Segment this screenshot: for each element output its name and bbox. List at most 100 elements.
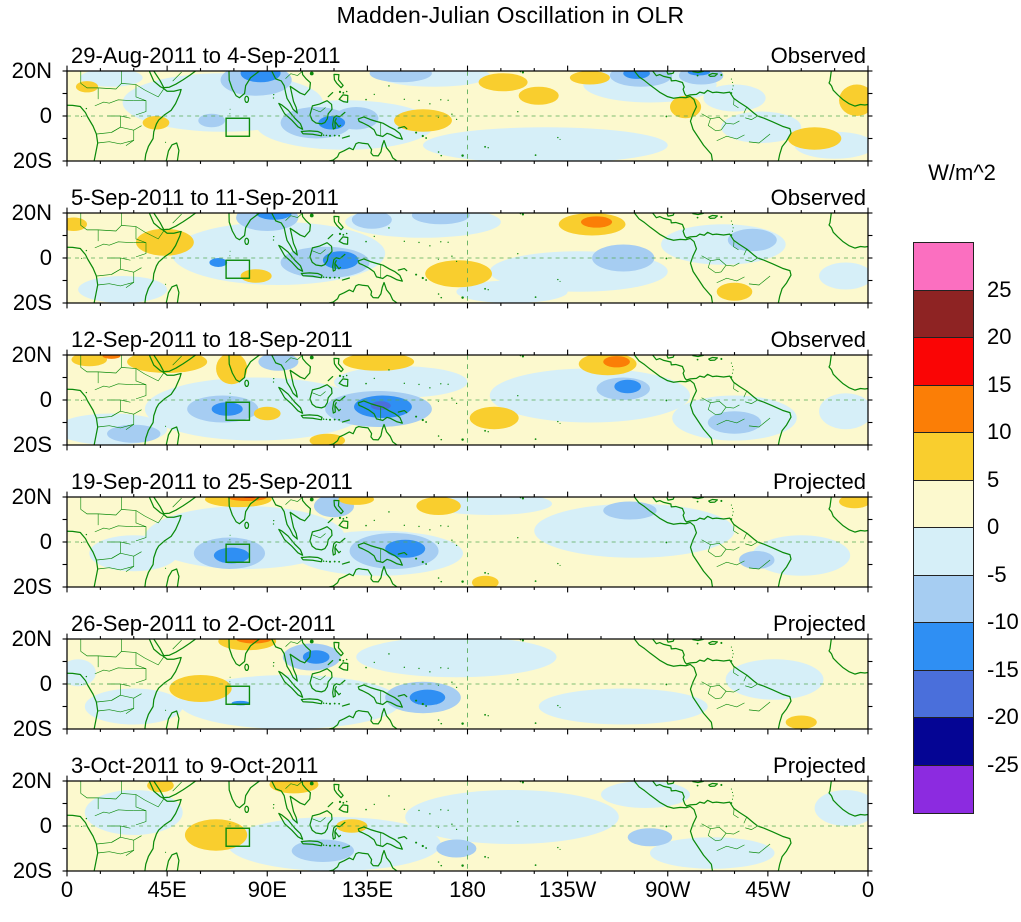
island-dots: [81, 639, 734, 725]
colorbar-tick-labels: 25 20 15 10 5 0 -5 -10 -15 -20 -25: [987, 242, 1021, 812]
olr-anomaly-blob: [601, 781, 690, 808]
colorbar-tick-label: -5: [987, 561, 1007, 587]
panel-4-header: 19-Sep-2011 to 25-Sep-2011 Projected: [67, 468, 868, 495]
y-tick-label: 0: [39, 103, 52, 128]
colorbar-swatch: [914, 243, 973, 291]
olr-anomaly-blob: [478, 73, 528, 92]
colorbar-swatch: [914, 528, 973, 576]
olr-anomaly-blob: [80, 71, 143, 87]
axis-ticks: [62, 633, 873, 735]
colorbar-swatch: [914, 338, 973, 386]
panel-date: 5-Sep-2011 to 11-Sep-2011: [71, 185, 339, 210]
panel-1-map: [62, 65, 873, 167]
y-axis-labels: 20N 0 20S: [0, 768, 58, 883]
y-tick-label: 0: [39, 671, 52, 696]
olr-anomaly-blob: [338, 497, 375, 505]
olr-anomaly-blob: [213, 547, 250, 564]
colorbar-tick-label: 0: [987, 514, 1000, 539]
panel-status: Observed: [770, 185, 866, 210]
olr-anomaly-blob: [411, 213, 470, 225]
olr-anomaly-blob: [269, 781, 319, 794]
y-tick-label: 20N: [11, 342, 52, 367]
mjo-index-region-box: [225, 117, 251, 137]
x-tick-label: 0: [861, 877, 875, 902]
colorbar-swatch: [914, 433, 973, 481]
olr-anomaly-blob: [370, 401, 391, 411]
olr-anomaly-blob: [253, 406, 281, 421]
country-borders: [80, 639, 771, 714]
olr-anomaly-blob: [623, 71, 650, 79]
olr-anomaly-blob: [725, 659, 824, 700]
coastlines: [67, 71, 868, 161]
y-tick-label: 20N: [11, 200, 52, 225]
colorbar-swatch: [914, 480, 973, 528]
colorbar-swatch: [914, 623, 973, 671]
olr-anomaly-blob: [71, 355, 108, 367]
panel-2-map: [62, 207, 873, 309]
colorbar-unit-label: W/m^2: [928, 160, 996, 185]
axis-ticks: [62, 491, 873, 593]
colorbar-tick-label: 10: [987, 419, 1012, 444]
colorbar-tick-label: 5: [987, 466, 1000, 492]
olr-anomaly-blob: [102, 355, 121, 359]
panel-4-map: [62, 491, 873, 593]
y-tick-label: 0: [39, 813, 52, 838]
olr-anomaly-blob: [603, 356, 630, 368]
olr-anomaly-blob: [580, 216, 613, 228]
axis-ticks: [62, 207, 873, 309]
mjo-index-region-box: [225, 827, 251, 847]
panel-date: 26-Sep-2011 to 2-Oct-2011: [71, 611, 336, 636]
olr-anomaly-blob: [819, 393, 868, 430]
y-tick-label: 20S: [12, 858, 52, 883]
panel-status: Projected: [773, 753, 866, 778]
panel-date: 3-Oct-2011 to 9-Oct-2011: [71, 753, 319, 778]
panel-6-map: [62, 775, 873, 877]
x-tick-label: 45E: [147, 877, 187, 902]
olr-anomaly-blob: [356, 639, 557, 678]
olr-anomaly-blob: [211, 402, 243, 416]
x-tick-label: 0: [60, 877, 74, 902]
country-borders: [80, 213, 771, 288]
y-axis-labels: 20N 0 20S: [0, 484, 58, 599]
x-tick-label: 135E: [341, 877, 394, 902]
mjo-index-region-box: [225, 543, 251, 563]
y-tick-label: 20N: [11, 768, 52, 793]
mjo-index-region-box: [225, 259, 251, 279]
y-axis-labels: 20N 0 20S: [0, 200, 58, 315]
island-dots: [81, 71, 734, 157]
axis-ticks: [62, 775, 873, 877]
y-tick-label: 20N: [11, 58, 52, 83]
country-borders: [80, 781, 771, 856]
olr-anomaly-blob: [703, 84, 766, 112]
olr-anomaly-blob: [538, 688, 708, 725]
olr-anomaly-blob: [240, 71, 281, 83]
olr-anomaly-blob: [787, 127, 842, 150]
x-tick-label: 135W: [538, 877, 597, 902]
panel-3-map: [62, 349, 873, 451]
colorbar-swatch: [914, 290, 973, 338]
olr-anomaly-blob: [627, 828, 673, 847]
y-tick-label: 0: [39, 387, 52, 412]
olr-anomaly-blob: [198, 113, 225, 128]
olr-anomaly-blob: [678, 71, 724, 85]
mjo-index-region-box: [225, 401, 251, 421]
coastlines: [67, 497, 868, 587]
olr-anomaly-blob: [322, 251, 359, 270]
coastlines: [67, 639, 868, 729]
olr-anomaly-blob: [471, 575, 499, 587]
colorbar-swatch: [914, 670, 973, 718]
coastlines: [67, 355, 868, 445]
olr-anomaly-blob: [240, 269, 272, 283]
olr-anomaly-blob: [209, 258, 228, 267]
olr-anomaly-blob: [425, 260, 492, 288]
panel-date: 29-Aug-2011 to 4-Sep-2011: [71, 43, 341, 68]
olr-anomaly-blob: [456, 280, 568, 303]
panel-5-header: 26-Sep-2011 to 2-Oct-2011 Projected: [67, 610, 868, 637]
island-dots: [81, 213, 734, 299]
panel-date: 19-Sep-2011 to 25-Sep-2011: [71, 469, 353, 494]
olr-anomaly-blob: [75, 81, 99, 93]
olr-anomaly-blob: [436, 839, 477, 858]
olr-anomaly-blob: [727, 228, 777, 252]
coastlines: [67, 781, 868, 871]
olr-anomaly-blob: [184, 819, 248, 851]
